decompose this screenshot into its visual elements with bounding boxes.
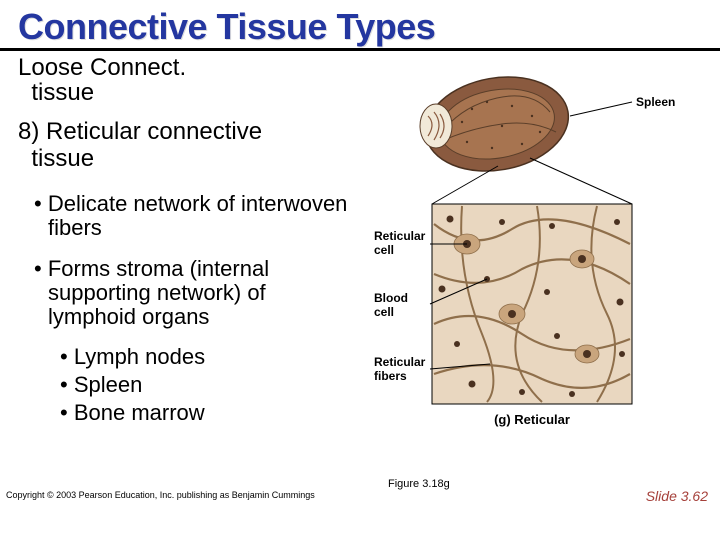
slide-number: Slide 3.62 — [646, 488, 708, 504]
slide-title: Connective Tissue Types — [18, 6, 720, 48]
copyright-text: Copyright © 2003 Pearson Education, Inc.… — [6, 490, 315, 500]
heading-line1: 8) Reticular connective — [18, 118, 262, 145]
title-bar: Connective Tissue Types — [0, 0, 720, 51]
heading-line2: tissue — [31, 145, 94, 172]
bullet-item: Delicate network of interwoven fibers — [18, 192, 352, 240]
item-heading: 8) Reticular connective tissue — [18, 119, 352, 172]
label-blood-cell-1: Blood — [374, 291, 408, 305]
label-reticular-cell-2: cell — [374, 243, 394, 257]
label-blood-cell-2: cell — [374, 305, 394, 319]
label-reticular-fibers-2: fibers — [374, 369, 407, 383]
micrograph-panel — [432, 204, 632, 404]
label-reticular-cell-1: Reticular — [374, 229, 426, 243]
spleen-icon — [418, 66, 576, 182]
subtitle: Loose Connect. tissue — [18, 55, 352, 105]
bullet-item: Spleen — [18, 373, 352, 397]
anatomy-diagram: Spleen Reticular cell Blood cel — [372, 54, 712, 454]
figure-caption: Figure 3.18g — [388, 478, 450, 490]
bullet-item: Bone marrow — [18, 401, 352, 425]
bullet-item: Lymph nodes — [18, 345, 352, 369]
text-column: Loose Connect. tissue 8) Reticular conne… — [0, 55, 370, 426]
bullet-item: Forms stroma (internal supporting networ… — [18, 257, 352, 330]
panel-caption: (g) Reticular — [494, 412, 570, 427]
label-reticular-fibers-1: Reticular — [374, 355, 426, 369]
subtitle-line1: Loose Connect. — [18, 54, 186, 81]
label-spleen: Spleen — [636, 95, 675, 109]
subtitle-line2: tissue — [31, 79, 94, 106]
